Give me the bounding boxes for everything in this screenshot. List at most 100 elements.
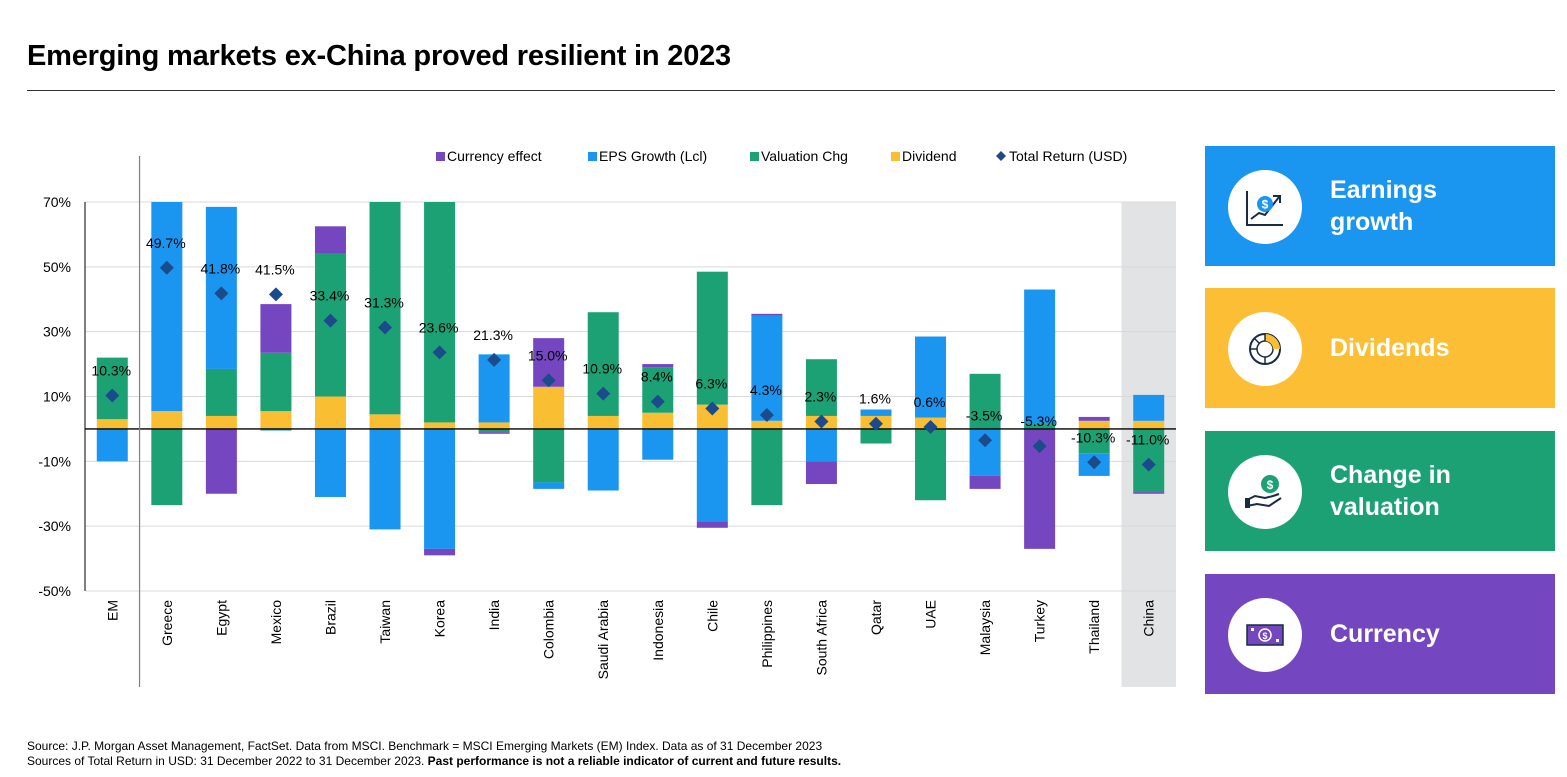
total-return-label: 15.0% bbox=[528, 347, 568, 363]
bar-segment bbox=[805, 461, 837, 485]
svg-text:$: $ bbox=[1262, 631, 1267, 641]
bar-segment bbox=[424, 548, 456, 556]
total-return-label: 49.7% bbox=[146, 235, 186, 251]
y-tick-label: 30% bbox=[43, 324, 71, 340]
y-tick-label: 10% bbox=[43, 389, 71, 405]
total-return-marker bbox=[814, 414, 829, 429]
x-tick-label: Taiwan bbox=[377, 600, 393, 644]
title-divider bbox=[27, 90, 1555, 91]
bar-segment bbox=[478, 428, 510, 433]
bar-segment bbox=[915, 336, 947, 418]
panel-dividends: Dividends bbox=[1205, 288, 1555, 408]
bar-segment bbox=[478, 422, 510, 429]
x-tick-label: Greece bbox=[159, 600, 175, 646]
total-return-label: 2.3% bbox=[804, 388, 836, 404]
total-return-label: 41.5% bbox=[255, 261, 295, 277]
bar-segment bbox=[642, 428, 674, 460]
total-return-marker bbox=[1141, 457, 1156, 472]
bar-segment bbox=[969, 373, 1001, 429]
svg-text:$: $ bbox=[1267, 478, 1274, 492]
total-return-marker bbox=[323, 313, 338, 328]
total-return-label: 23.6% bbox=[419, 319, 459, 335]
bar-segment bbox=[424, 422, 456, 429]
x-tick-label: Thailand bbox=[1086, 600, 1102, 654]
footnote-line-1: Source: J.P. Morgan Asset Management, Fa… bbox=[27, 739, 823, 753]
bar-segment bbox=[96, 357, 128, 420]
panel-label: Currency bbox=[1330, 620, 1440, 648]
bar-segment bbox=[96, 419, 128, 429]
bar-segment bbox=[205, 428, 237, 494]
bar-segment bbox=[642, 364, 674, 368]
x-tick-label: Korea bbox=[432, 600, 448, 638]
panel-label: Earnings growth bbox=[1330, 176, 1437, 236]
total-return-marker bbox=[159, 260, 174, 275]
bar-segment bbox=[260, 304, 292, 353]
bar-segment bbox=[314, 428, 346, 497]
bar-segment bbox=[751, 428, 783, 506]
total-return-marker bbox=[978, 433, 993, 448]
total-return-marker bbox=[923, 419, 938, 434]
x-tick-label: Brazil bbox=[322, 600, 338, 635]
currency-icon-circle: $ bbox=[1228, 598, 1302, 672]
legend-label: EPS Growth (Lcl) bbox=[599, 148, 707, 164]
total-return-label: 21.3% bbox=[473, 327, 513, 343]
x-tick-label: EM bbox=[104, 600, 120, 621]
total-return-marker bbox=[541, 373, 556, 388]
x-tick-label: Philippines bbox=[759, 600, 775, 668]
bar-segment bbox=[478, 432, 510, 434]
panel-currency: $ Currency bbox=[1205, 574, 1555, 694]
earnings-growth-icon: $ bbox=[1246, 191, 1283, 226]
currency-banknote-icon: $ bbox=[1246, 624, 1284, 646]
bar-segment bbox=[860, 428, 892, 444]
x-tick-label: UAE bbox=[923, 600, 939, 629]
bar-segment bbox=[1078, 428, 1110, 454]
bar-segment bbox=[915, 428, 947, 501]
total-return-label: -11.0% bbox=[1126, 432, 1169, 448]
y-tick-label: -10% bbox=[38, 453, 71, 469]
bar-segment bbox=[151, 202, 183, 412]
bar-segment bbox=[533, 482, 565, 489]
total-return-label: -10.3% bbox=[1071, 429, 1115, 445]
bar-segment bbox=[860, 409, 892, 416]
bar-segment bbox=[1133, 420, 1165, 429]
panel-change-in-valuation: $ Change in valuation bbox=[1205, 431, 1555, 551]
total-return-marker bbox=[105, 388, 120, 403]
bar-segment bbox=[751, 315, 783, 421]
legend-swatch bbox=[750, 152, 759, 161]
y-tick-label: 70% bbox=[43, 194, 71, 210]
total-return-marker bbox=[487, 352, 502, 367]
legend-label: Currency effect bbox=[447, 148, 542, 164]
legend-swatch bbox=[436, 152, 445, 161]
x-tick-label: Turkey bbox=[1032, 600, 1048, 642]
total-return-marker bbox=[214, 286, 229, 301]
footnote-disclaimer: Past performance is not a reliable indic… bbox=[427, 754, 842, 768]
total-return-marker bbox=[868, 416, 883, 431]
bar-segment bbox=[369, 202, 401, 415]
bar-segment bbox=[1133, 394, 1165, 421]
bar-segment bbox=[369, 428, 401, 530]
page-title: Emerging markets ex-China proved resilie… bbox=[27, 40, 731, 72]
bar-segment bbox=[424, 202, 456, 423]
total-return-label: 33.4% bbox=[310, 288, 350, 304]
y-tick-label: 50% bbox=[43, 259, 71, 275]
bar-segment bbox=[314, 226, 346, 254]
x-tick-label: Mexico bbox=[268, 600, 284, 645]
total-return-label: -3.5% bbox=[966, 407, 1003, 423]
legend-label: Total Return (USD) bbox=[1009, 148, 1127, 164]
total-return-marker bbox=[596, 386, 611, 401]
legend-marker bbox=[996, 151, 1006, 161]
bar-segment bbox=[696, 271, 728, 405]
bar-segment bbox=[205, 415, 237, 429]
source-footnote: Source: J.P. Morgan Asset Management, Fa… bbox=[27, 739, 841, 769]
valuation-icon-circle: $ bbox=[1228, 455, 1302, 529]
x-tick-label: South Africa bbox=[813, 600, 829, 676]
legend-label: Valuation Chg bbox=[761, 148, 848, 164]
x-tick-label: Saudi Arabia bbox=[595, 600, 611, 680]
bar-segment bbox=[696, 428, 728, 522]
total-return-label: 31.3% bbox=[364, 294, 404, 310]
bar-segment bbox=[751, 420, 783, 429]
x-tick-label: Qatar bbox=[868, 600, 884, 635]
bar-segment bbox=[151, 411, 183, 429]
total-return-marker bbox=[1087, 455, 1102, 470]
bar-segment bbox=[805, 359, 837, 416]
